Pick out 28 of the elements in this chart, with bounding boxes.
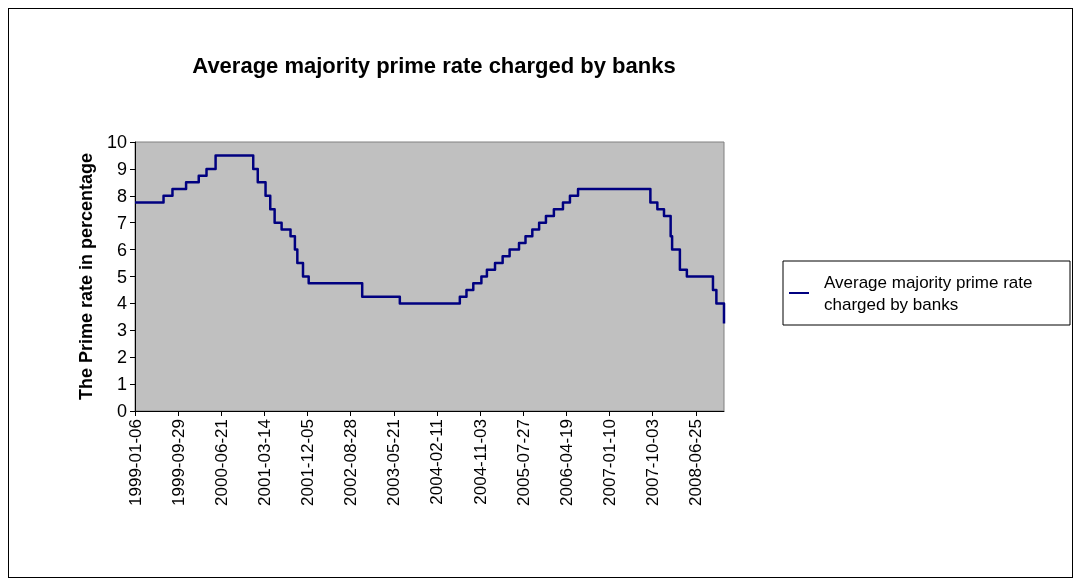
x-tick-label: 2008-06-25 bbox=[686, 419, 706, 506]
y-tick-label: 5 bbox=[116, 266, 127, 287]
y-tick-label: 4 bbox=[116, 293, 127, 314]
x-tick-label: 2002-08-28 bbox=[341, 419, 361, 506]
x-tick-label: 2001-12-05 bbox=[298, 419, 318, 506]
x-tick-label: 2004-02-11 bbox=[427, 419, 447, 505]
y-tick-label: 7 bbox=[116, 212, 127, 233]
x-tick-label: 2003-05-21 bbox=[384, 419, 404, 506]
y-tick-label: 6 bbox=[116, 239, 127, 260]
x-tick-label: 2004-11-03 bbox=[470, 419, 490, 505]
y-tick-label: 1 bbox=[116, 374, 127, 395]
x-tick-label: 2005-07-27 bbox=[513, 419, 533, 506]
y-tick-label: 10 bbox=[106, 132, 127, 152]
x-tick-label: 2000-06-21 bbox=[211, 419, 231, 506]
x-tick-label: 1999-09-29 bbox=[168, 419, 188, 506]
legend-label: Average majority prime rate charged by banks bbox=[824, 272, 1038, 314]
y-tick-label: 2 bbox=[116, 347, 127, 368]
y-tick-label: 8 bbox=[116, 185, 127, 206]
x-tick-label: 1999-01-06 bbox=[125, 419, 145, 506]
x-tick-label: 2007-01-10 bbox=[600, 419, 620, 506]
y-tick-label: 9 bbox=[116, 158, 127, 179]
x-tick-label: 2001-03-14 bbox=[254, 419, 274, 506]
y-tick-label: 3 bbox=[116, 320, 127, 341]
y-axis-title: The Prime rate in percentage bbox=[76, 152, 96, 401]
y-tick-label: 0 bbox=[116, 401, 127, 421]
x-tick-label: 2007-10-03 bbox=[643, 419, 663, 506]
chart-title: Average majority prime rate charged by banks bbox=[192, 52, 676, 78]
x-tick-label: 2006-04-19 bbox=[556, 419, 576, 506]
